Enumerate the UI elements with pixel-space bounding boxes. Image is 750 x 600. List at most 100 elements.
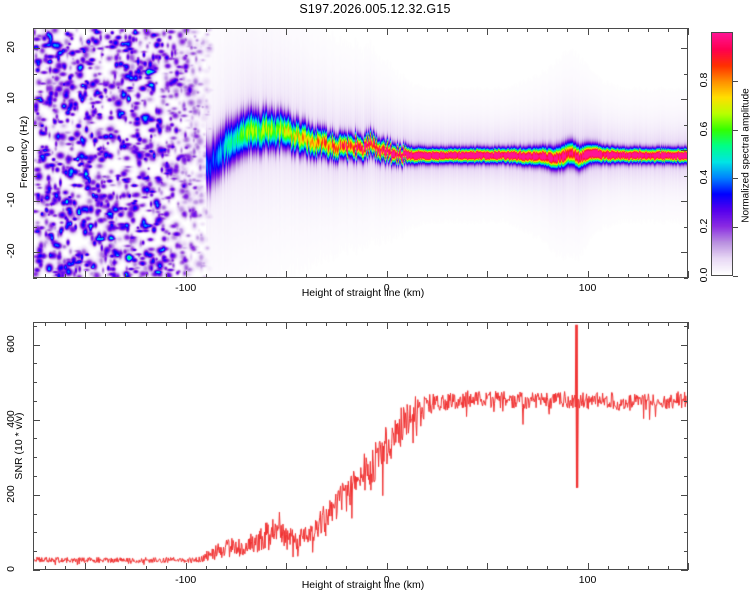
axis-tick [507,274,509,278]
axis-tick [185,563,187,570]
axis-tick [684,513,688,515]
axis-tick [567,274,569,278]
axis-tick [165,28,167,32]
y-tick-label: 0 [5,566,17,572]
colorbar [711,32,733,276]
axis-tick [684,278,688,279]
axis-tick [446,28,448,32]
axis-tick [85,563,87,570]
axis-tick [346,274,348,278]
axis-tick [346,322,348,326]
axis-tick [681,570,688,571]
axis-tick [266,28,268,32]
axis-tick [33,476,37,478]
colorbar-tick-label: 0.4 [698,170,710,185]
axis-tick [446,322,448,326]
axis-tick [527,274,529,278]
axis-tick [681,99,688,101]
axis-tick [466,274,468,278]
axis-tick [286,563,288,570]
y-tick-label: 20 [5,41,17,54]
axis-tick [567,566,569,570]
axis-tick [125,274,127,278]
axis-tick [165,566,167,570]
axis-tick [65,322,67,326]
axis-tick [607,28,609,32]
colorbar-tick-label: 0.6 [698,121,710,136]
axis-tick [266,274,268,278]
axis-tick [346,566,348,570]
x-tick-label: -100 [175,282,197,294]
axis-tick [684,226,688,228]
axis-tick [647,274,649,278]
y-tick-label: 10 [5,92,17,105]
axis-tick [33,438,37,440]
axis-tick [487,322,489,329]
axis-tick [33,494,40,496]
axis-tick [33,551,37,553]
axis-tick [527,28,529,32]
axis-tick [33,73,37,75]
axis-tick [33,325,37,327]
axis-tick [45,274,47,278]
axis-tick [681,48,688,50]
axis-tick [326,274,328,278]
snr-plot-area [33,322,688,570]
axis-tick [627,322,629,326]
axis-tick [426,566,428,570]
colorbar-tick [733,129,738,131]
axis-tick [366,274,368,278]
axis-tick [33,252,40,254]
x-tick-label: 0 [383,282,390,294]
colorbar-label: Normalized spectral amplitude [740,88,750,223]
axis-tick [487,28,489,35]
axis-tick [205,28,207,32]
axis-tick [33,513,37,515]
colorbar-tick [733,178,738,180]
axis-tick [647,28,649,32]
axis-tick [33,400,37,402]
axis-tick [684,551,688,553]
axis-tick [681,344,688,346]
axis-tick [33,226,37,228]
colorbar-tick-label: 0.0 [698,267,710,283]
axis-tick [105,274,107,278]
axis-tick [185,271,187,278]
axis-tick [165,322,167,326]
axis-tick [205,566,207,570]
axis-tick [684,363,688,365]
y-tick-label: -10 [5,192,17,209]
axis-tick [386,563,388,570]
axis-tick [547,322,549,326]
axis-tick [326,28,328,32]
axis-tick [225,28,227,32]
axis-tick [205,322,207,326]
colorbar-tick [733,80,738,82]
axis-tick [386,322,388,329]
axis-tick [607,322,609,326]
axis-tick [105,28,107,32]
axis-tick [587,28,589,35]
axis-tick [386,271,388,278]
axis-tick [688,563,689,570]
axis-tick [125,28,127,32]
axis-tick [684,438,688,440]
axis-tick [426,322,428,326]
axis-tick [466,28,468,32]
axis-tick [286,271,288,278]
axis-tick [587,563,589,570]
axis-tick [33,532,37,534]
axis-tick [326,322,328,326]
axis-tick [306,274,308,278]
axis-tick [225,322,227,326]
axis-tick [684,457,688,459]
axis-tick [33,457,37,459]
axis-tick [527,322,529,326]
axis-tick [688,28,689,35]
axis-tick [607,566,609,570]
axis-tick [65,28,67,32]
axis-tick [681,201,688,203]
axis-tick [547,28,549,32]
x-tick-label: 100 [578,282,597,294]
axis-tick [627,28,629,32]
